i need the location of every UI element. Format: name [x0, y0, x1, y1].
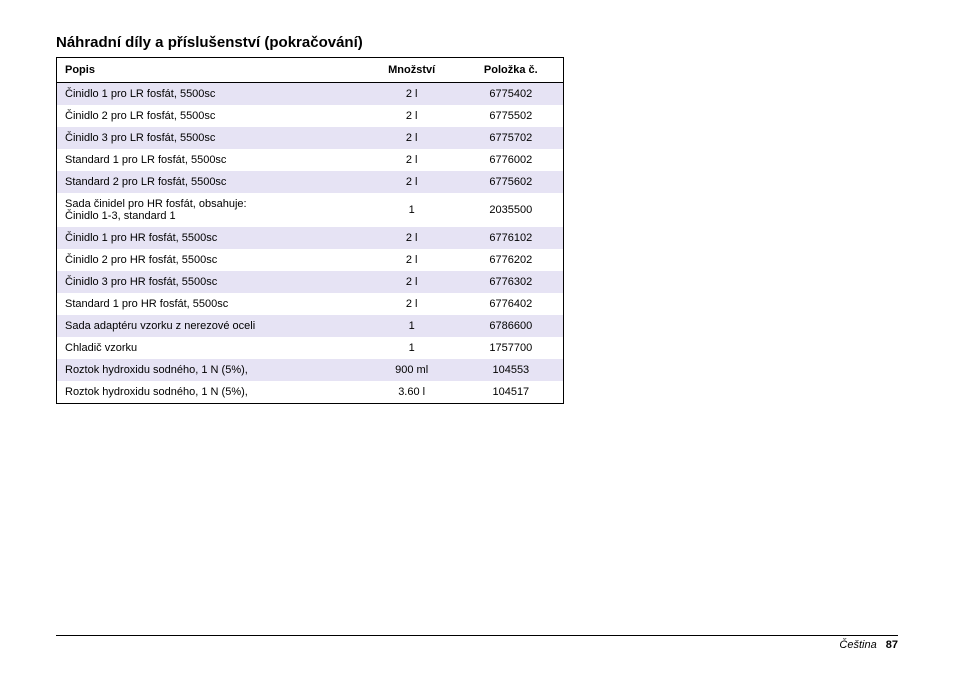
cell-qty: 2 l [365, 293, 459, 315]
cell-item: 6776102 [459, 227, 564, 249]
cell-qty: 2 l [365, 127, 459, 149]
cell-item: 104553 [459, 359, 564, 381]
table-row: Činidlo 3 pro HR fosfát, 5500sc2 l677630… [57, 271, 564, 293]
cell-item: 6776402 [459, 293, 564, 315]
cell-desc: Roztok hydroxidu sodného, 1 N (5%), [57, 381, 365, 404]
cell-desc: Činidlo 3 pro HR fosfát, 5500sc [57, 271, 365, 293]
cell-desc: Roztok hydroxidu sodného, 1 N (5%), [57, 359, 365, 381]
cell-desc: Sada činidel pro HR fosfát, obsahuje:Čin… [57, 193, 365, 227]
cell-item: 6775602 [459, 171, 564, 193]
col-header-item: Položka č. [459, 58, 564, 83]
cell-item: 6776202 [459, 249, 564, 271]
table-row: Sada adaptéru vzorku z nerezové oceli167… [57, 315, 564, 337]
table-row: Standard 1 pro HR fosfát, 5500sc2 l67764… [57, 293, 564, 315]
cell-qty: 900 ml [365, 359, 459, 381]
cell-item: 104517 [459, 381, 564, 404]
cell-item: 1757700 [459, 337, 564, 359]
cell-desc: Chladič vzorku [57, 337, 365, 359]
page-footer: Čeština 87 [56, 635, 898, 651]
cell-qty: 3.60 l [365, 381, 459, 404]
table-row: Činidlo 3 pro LR fosfát, 5500sc2 l677570… [57, 127, 564, 149]
footer-page-number: 87 [886, 639, 898, 651]
cell-qty: 2 l [365, 249, 459, 271]
table-row: Chladič vzorku11757700 [57, 337, 564, 359]
cell-qty: 1 [365, 193, 459, 227]
parts-table: Popis Množství Položka č. Činidlo 1 pro … [56, 57, 564, 404]
table-row: Činidlo 2 pro LR fosfát, 5500sc2 l677550… [57, 105, 564, 127]
cell-desc: Standard 1 pro HR fosfát, 5500sc [57, 293, 365, 315]
col-header-qty: Množství [365, 58, 459, 83]
page-content: Náhradní díly a příslušenství (pokračová… [0, 0, 954, 404]
table-row: Standard 1 pro LR fosfát, 5500sc2 l67760… [57, 149, 564, 171]
cell-qty: 2 l [365, 149, 459, 171]
cell-desc: Standard 2 pro LR fosfát, 5500sc [57, 171, 365, 193]
section-heading: Náhradní díly a příslušenství (pokračová… [56, 34, 898, 51]
table-row: Činidlo 1 pro LR fosfát, 5500sc2 l677540… [57, 83, 564, 106]
cell-item: 6775702 [459, 127, 564, 149]
cell-item: 6786600 [459, 315, 564, 337]
table-row: Sada činidel pro HR fosfát, obsahuje:Čin… [57, 193, 564, 227]
table-row: Standard 2 pro LR fosfát, 5500sc2 l67756… [57, 171, 564, 193]
cell-item: 6775402 [459, 83, 564, 106]
cell-qty: 2 l [365, 271, 459, 293]
cell-qty: 2 l [365, 105, 459, 127]
table-row: Roztok hydroxidu sodného, 1 N (5%),3.60 … [57, 381, 564, 404]
cell-desc: Činidlo 3 pro LR fosfát, 5500sc [57, 127, 365, 149]
cell-qty: 2 l [365, 171, 459, 193]
cell-desc: Sada adaptéru vzorku z nerezové oceli [57, 315, 365, 337]
cell-item: 6776302 [459, 271, 564, 293]
col-header-desc: Popis [57, 58, 365, 83]
cell-qty: 2 l [365, 83, 459, 106]
table-row: Roztok hydroxidu sodného, 1 N (5%),900 m… [57, 359, 564, 381]
cell-qty: 1 [365, 337, 459, 359]
cell-desc: Standard 1 pro LR fosfát, 5500sc [57, 149, 365, 171]
cell-desc: Činidlo 2 pro LR fosfát, 5500sc [57, 105, 365, 127]
cell-qty: 1 [365, 315, 459, 337]
cell-desc: Činidlo 1 pro LR fosfát, 5500sc [57, 83, 365, 106]
cell-item: 6776002 [459, 149, 564, 171]
cell-desc: Činidlo 1 pro HR fosfát, 5500sc [57, 227, 365, 249]
table-header: Popis Množství Položka č. [57, 58, 564, 83]
cell-item: 2035500 [459, 193, 564, 227]
cell-item: 6775502 [459, 105, 564, 127]
cell-desc: Činidlo 2 pro HR fosfát, 5500sc [57, 249, 365, 271]
table-body: Činidlo 1 pro LR fosfát, 5500sc2 l677540… [57, 83, 564, 404]
table-row: Činidlo 1 pro HR fosfát, 5500sc2 l677610… [57, 227, 564, 249]
table-row: Činidlo 2 pro HR fosfát, 5500sc2 l677620… [57, 249, 564, 271]
cell-qty: 2 l [365, 227, 459, 249]
footer-language: Čeština [839, 639, 876, 651]
